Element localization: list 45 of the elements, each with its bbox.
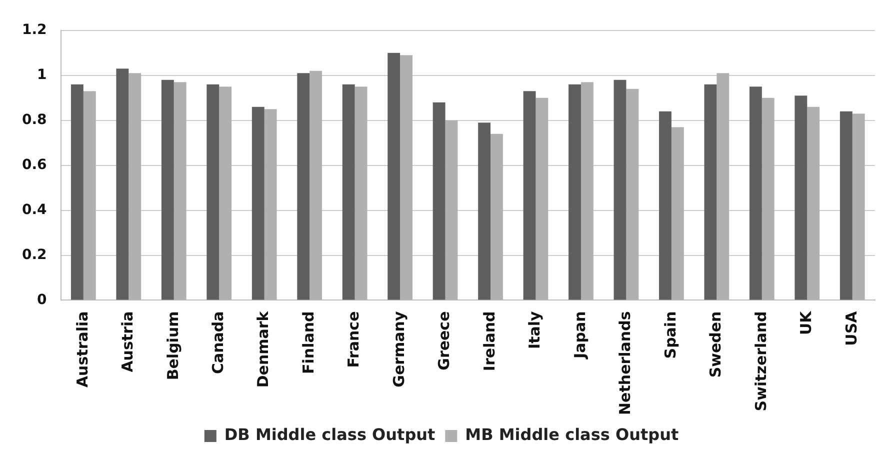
bar [478, 122, 491, 300]
y-tick-label: 0 [37, 292, 48, 308]
x-tick-label: Denmark [254, 310, 272, 388]
y-tick-label: 1.2 [22, 22, 47, 38]
y-tick-label: 0.6 [22, 156, 47, 173]
bar [614, 80, 626, 300]
legend-label: MB Middle class Output [465, 425, 679, 444]
bar [704, 84, 717, 300]
x-tick-label: Netherlands [616, 311, 634, 416]
x-tick-label: Ireland [480, 311, 498, 372]
y-tick-label: 0.8 [22, 112, 47, 128]
bar [206, 84, 220, 300]
y-tick-label: 1 [37, 67, 47, 84]
x-tick-label: UK [797, 310, 816, 336]
bar [659, 111, 672, 300]
x-tick-label: Spain [661, 311, 680, 359]
bar [388, 52, 400, 300]
bar [840, 111, 852, 300]
legend-label: DB Middle class Output [224, 425, 436, 444]
x-tick-label: France [344, 311, 363, 368]
bar [794, 96, 808, 300]
bar [749, 86, 762, 300]
bar [70, 84, 84, 300]
x-tick-label: Germany [390, 311, 408, 388]
x-tick-label: Belgium [164, 311, 182, 380]
x-tick-label: Finland [299, 311, 318, 374]
bar [297, 73, 310, 300]
x-tick-label: Japan [570, 311, 589, 360]
y-tick-label: 0.2 [22, 246, 47, 263]
bar [116, 68, 129, 300]
bar [252, 106, 264, 300]
x-tick-label: Greece [435, 311, 454, 370]
bar [432, 102, 446, 300]
y-tick-label: 0.4 [22, 202, 48, 218]
bar [523, 91, 536, 300]
x-tick-label: Italy [526, 311, 544, 350]
x-tick-label: Switzerland [752, 311, 770, 412]
x-tick-label: USA [842, 310, 860, 346]
x-tick-label: Austria [118, 311, 137, 372]
bar [568, 84, 581, 300]
bar [161, 80, 174, 300]
x-tick-label: Australia [73, 311, 92, 388]
x-tick-label: Sweden [706, 311, 725, 378]
x-tick-label: Canada [209, 311, 228, 374]
bar [342, 84, 355, 300]
